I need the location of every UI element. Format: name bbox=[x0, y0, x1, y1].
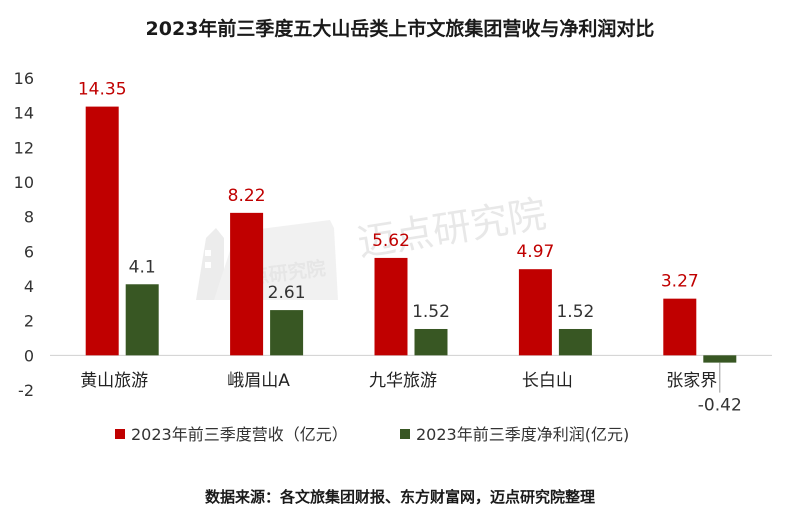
profit-data-label: 2.61 bbox=[268, 283, 306, 303]
category-label: 峨眉山A bbox=[227, 371, 290, 391]
legend-profit-swatch bbox=[400, 429, 410, 439]
profit-data-label: 1.52 bbox=[556, 302, 594, 322]
profit-data-label: 1.52 bbox=[412, 302, 450, 322]
chart-title: 2023年前三季度五大山岳类上市文旅集团营收与净利润对比 bbox=[145, 18, 655, 40]
profit-bar bbox=[703, 355, 737, 363]
source-note: 数据来源：各文旅集团财报、东方财富网，迈点研究院整理 bbox=[204, 488, 595, 506]
revenue-data-label: 14.35 bbox=[78, 80, 127, 100]
legend-revenue-swatch bbox=[115, 429, 125, 439]
profit-bar bbox=[414, 328, 448, 356]
legend-profit-label: 2023年前三季度净利润(亿元) bbox=[416, 425, 629, 444]
profit-data-label: 4.1 bbox=[129, 257, 156, 277]
revenue-bar bbox=[663, 298, 697, 356]
revenue-bar bbox=[518, 269, 552, 356]
legend-revenue-label: 2023年前三季度营收（亿元） bbox=[131, 425, 348, 444]
revenue-data-label: 4.97 bbox=[516, 242, 554, 262]
category-label: 黄山旅游 bbox=[80, 371, 148, 391]
revenue-bar bbox=[85, 106, 119, 356]
y-tick-label: -2 bbox=[18, 381, 34, 400]
revenue-data-label: 5.62 bbox=[372, 231, 410, 251]
y-tick-label: 4 bbox=[24, 277, 34, 296]
revenue-bar bbox=[230, 212, 264, 356]
y-tick-label: 6 bbox=[24, 242, 34, 261]
y-tick-label: 2 bbox=[24, 312, 34, 331]
revenue-data-label: 3.27 bbox=[661, 272, 699, 292]
y-tick-label: 8 bbox=[24, 208, 34, 227]
category-label: 长白山 bbox=[522, 371, 573, 391]
profit-data-label: -0.42 bbox=[698, 396, 742, 416]
profit-bar bbox=[558, 328, 592, 356]
category-label: 张家界 bbox=[666, 371, 717, 391]
y-tick-label: 12 bbox=[14, 138, 34, 157]
y-tick-label: 10 bbox=[14, 173, 34, 192]
revenue-data-label: 8.22 bbox=[228, 186, 266, 206]
y-tick-label: 14 bbox=[14, 104, 34, 123]
y-tick-label: 16 bbox=[14, 69, 34, 88]
category-label: 九华旅游 bbox=[369, 371, 437, 391]
profit-bar bbox=[270, 310, 304, 356]
y-tick-label: 0 bbox=[24, 346, 34, 365]
revenue-bar bbox=[374, 257, 408, 356]
profit-bar bbox=[125, 284, 159, 356]
